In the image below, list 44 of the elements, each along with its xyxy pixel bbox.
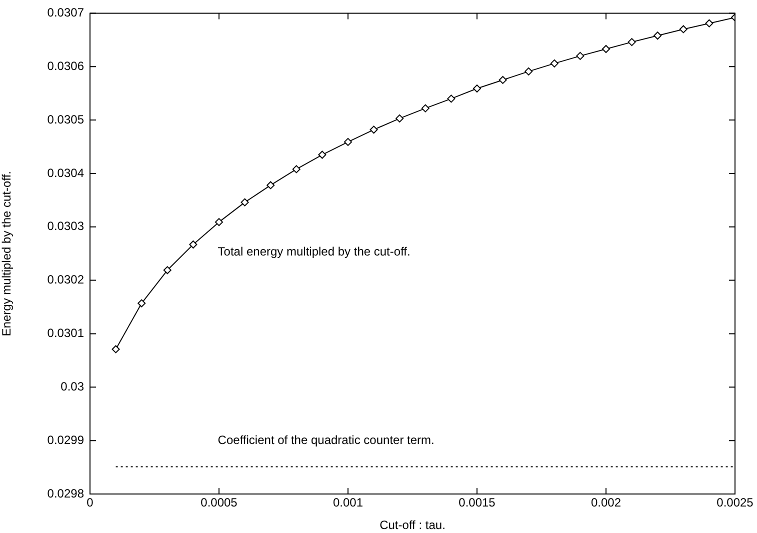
y-tick-label: 0.0305 xyxy=(47,112,84,126)
point xyxy=(628,38,636,46)
y-tick-label: 0.0301 xyxy=(47,326,84,340)
y-tick-label: 0.0306 xyxy=(47,58,84,73)
point xyxy=(163,266,172,274)
y-tick-label: 0.0298 xyxy=(47,486,84,500)
y-tick-label: 0.0302 xyxy=(47,272,84,287)
y-tick-label: 0.0303 xyxy=(47,219,84,234)
point xyxy=(189,240,198,249)
point xyxy=(344,138,352,146)
x-tick-label: 0 xyxy=(86,496,94,510)
point xyxy=(524,67,533,76)
y-tick-label: 0.0304 xyxy=(47,166,84,180)
point xyxy=(215,218,223,226)
point xyxy=(550,59,558,68)
series-label: Total energy multipled by the cut-off. xyxy=(218,244,410,259)
x-axis-title: Cut-off : tau. xyxy=(380,518,446,532)
point xyxy=(266,181,275,190)
x-tick-label: 0.0005 xyxy=(200,496,238,510)
point xyxy=(602,44,610,53)
x-tick-label: 0.0025 xyxy=(716,496,754,510)
x-tick-label: 0.0015 xyxy=(458,496,496,510)
y-axis-title: Energy multipled by the cut-off. xyxy=(0,171,14,336)
y-tick-label: 0.03 xyxy=(60,379,84,394)
x-tick-label: 0.002 xyxy=(590,496,622,510)
point xyxy=(705,19,714,28)
point xyxy=(679,25,688,34)
point xyxy=(240,198,249,206)
y-tick-label: 0.0307 xyxy=(47,6,84,20)
point xyxy=(138,299,146,308)
point xyxy=(292,165,300,174)
point xyxy=(654,32,662,40)
point xyxy=(112,345,120,354)
point xyxy=(318,150,326,159)
point xyxy=(396,114,404,122)
point xyxy=(421,104,430,112)
point xyxy=(576,52,584,60)
y-tick-label: 0.0299 xyxy=(47,432,84,447)
x-tick-label: 0.001 xyxy=(332,496,364,510)
point xyxy=(498,76,507,84)
series-label: Coefficient of the quadratic counter term. xyxy=(218,433,434,448)
point xyxy=(473,84,481,93)
point xyxy=(370,126,378,134)
point xyxy=(447,94,456,103)
